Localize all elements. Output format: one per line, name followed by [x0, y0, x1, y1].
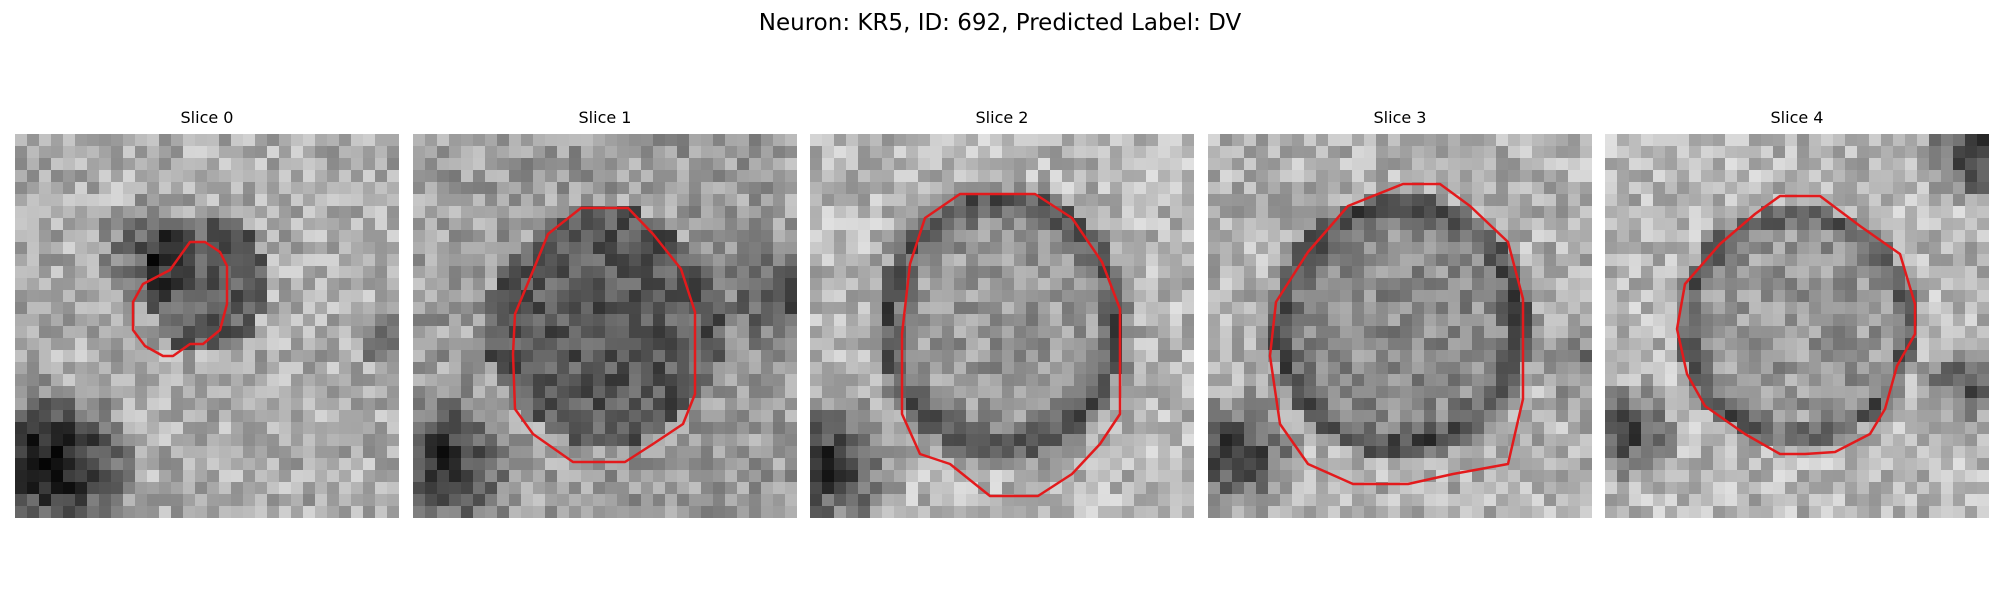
- slice-title-4: Slice 4: [1770, 108, 1824, 127]
- slice-image-4: [1605, 134, 1989, 518]
- figure-title: Neuron: KR5, ID: 692, Predicted Label: D…: [758, 10, 1242, 36]
- slice-title-0: Slice 0: [180, 108, 234, 127]
- slice-title-2: Slice 2: [975, 108, 1029, 127]
- slice-panel-4: Slice 4: [1605, 108, 1989, 518]
- slice-panel-1: Slice 1: [413, 108, 797, 518]
- slice-image-1: [413, 134, 797, 518]
- slice-panel-0: Slice 0: [15, 108, 399, 518]
- cell-contour: [900, 192, 1122, 498]
- slice-title-3: Slice 3: [1373, 108, 1427, 127]
- slice-panel-3: Slice 3: [1208, 108, 1592, 518]
- cell-contour: [1268, 182, 1525, 486]
- slice-panel-2: Slice 2: [810, 108, 1194, 518]
- slice-image-0: [15, 134, 399, 518]
- cell-contour: [1675, 194, 1917, 456]
- slice-title-1: Slice 1: [578, 108, 632, 127]
- cell-contour: [131, 240, 229, 358]
- slice-image-2: [810, 134, 1194, 518]
- cell-contour: [511, 206, 697, 464]
- slice-image-3: [1208, 134, 1592, 518]
